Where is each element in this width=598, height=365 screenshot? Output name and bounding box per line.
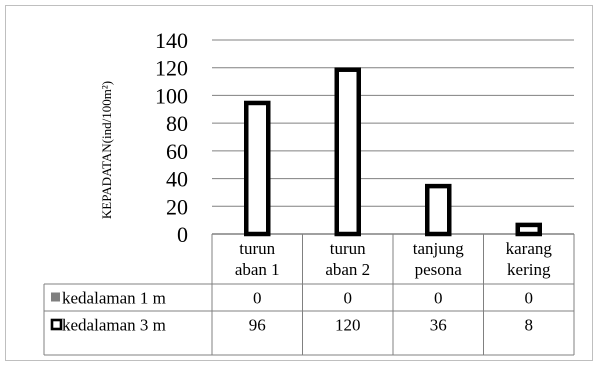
category-label: tanjung	[413, 239, 464, 258]
y-tick-label: 40	[166, 167, 188, 192]
category-label: aban 1	[235, 260, 280, 279]
data-table: turun aban 1 turun aban 2 tanjung pesona karan…	[50, 239, 553, 335]
y-tick-label: 60	[166, 139, 188, 164]
category-label: kering	[507, 260, 551, 279]
data-table-cell: 36	[430, 316, 447, 335]
legend-series-name: kedalaman 3 m	[62, 316, 166, 335]
legend-key-kedalaman-1m	[51, 292, 60, 302]
bar	[515, 222, 542, 237]
data-table-cell: 120	[335, 316, 361, 335]
category-label: pesona	[415, 260, 463, 279]
data-table-cell: 0	[434, 289, 443, 308]
y-tick-label: 140	[155, 28, 188, 53]
data-table-cell: 0	[525, 289, 534, 308]
gridlines	[212, 39, 574, 235]
plot-frame	[43, 233, 575, 356]
y-tick-label: 100	[155, 83, 188, 108]
y-tick-label: 120	[155, 56, 188, 81]
data-table-cell: 0	[344, 289, 353, 308]
chart-border	[5, 5, 593, 361]
data-table-cell: 8	[525, 316, 534, 335]
legend-series-name: kedalaman 1 m	[62, 289, 166, 308]
bars	[244, 67, 542, 237]
data-table-cell: 96	[249, 316, 266, 335]
category-label: aban 2	[325, 260, 370, 279]
category-label: karang	[506, 239, 553, 258]
bar	[425, 183, 452, 237]
bar	[244, 100, 271, 237]
bar	[334, 67, 361, 237]
data-table-cell: 0	[253, 289, 262, 308]
y-axis-label: KEPADATAN(ind/100m²)	[99, 81, 114, 219]
y-tick-label: 0	[177, 222, 188, 247]
y-tick-label: 80	[166, 111, 188, 136]
y-tick-label: 20	[166, 194, 188, 219]
category-label: turun	[239, 239, 275, 258]
category-label: turun	[330, 239, 366, 258]
legend-key-kedalaman-3m	[50, 318, 63, 331]
